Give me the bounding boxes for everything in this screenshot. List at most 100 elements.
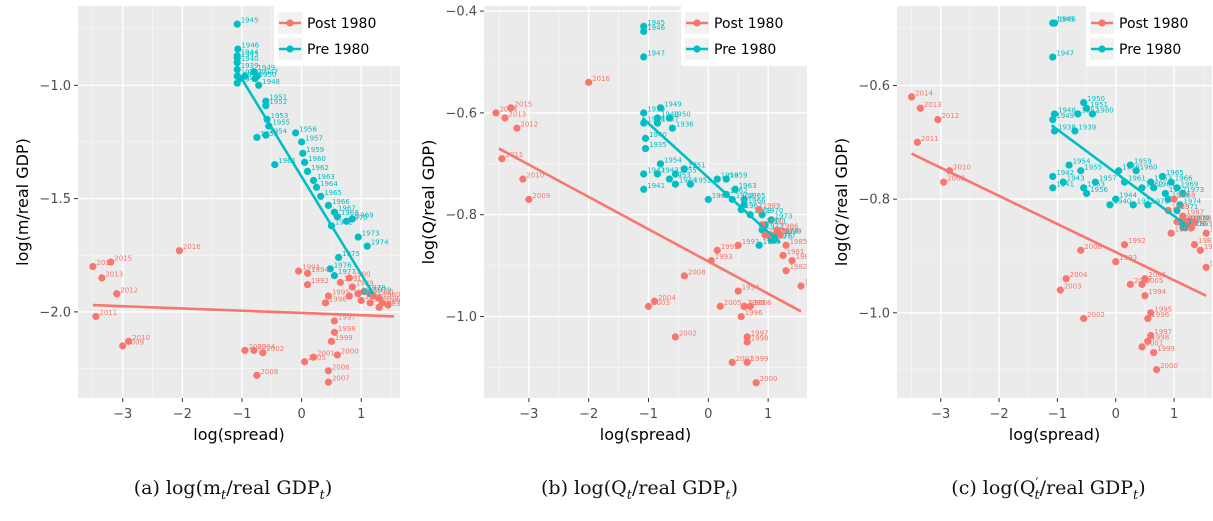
point-label-pre-1980: 1947 bbox=[647, 49, 665, 57]
point-label-pre-1980: 1940 bbox=[649, 131, 667, 139]
point-pre-1980 bbox=[1050, 19, 1059, 27]
point-label-pre-1980: 1976 bbox=[1189, 220, 1207, 228]
fit-line-post-1980 bbox=[92, 303, 395, 318]
point-pre-1980 bbox=[1082, 189, 1091, 198]
point-label-post-1980: 1991 bbox=[742, 238, 760, 246]
legend-label-post-1980: Post 1980 bbox=[1119, 16, 1188, 32]
data-layer: 1945194619441943194019391942194119381937… bbox=[89, 17, 400, 386]
point-label-post-1980: 2011 bbox=[99, 309, 117, 317]
x-tick-label: −2 bbox=[989, 407, 1008, 422]
point-label-pre-1980: 1978 bbox=[368, 284, 386, 292]
point-pre-1980 bbox=[665, 175, 674, 183]
point-label-pre-1980: 1979 bbox=[1192, 214, 1210, 222]
point-label-post-1980: 1988 bbox=[353, 289, 371, 297]
legend-point-pre-1980 bbox=[1098, 45, 1106, 53]
point-label-pre-1980: 1957 bbox=[305, 134, 323, 142]
legend: Post 1980 Pre 1980 bbox=[1086, 6, 1212, 66]
point-post-1980 bbox=[788, 256, 796, 265]
point-label-pre-1980: 1938 bbox=[243, 71, 261, 79]
point-pre-1980 bbox=[713, 175, 721, 183]
point-label-pre-1980: 1943 bbox=[661, 167, 679, 175]
x-tick-label: 1 bbox=[1170, 407, 1178, 422]
caption-rest: /real GDP bbox=[1040, 477, 1134, 499]
point-label-pre-1980: 1960 bbox=[1140, 163, 1158, 171]
point-label-post-1980: 2009 bbox=[126, 338, 144, 346]
point-pre-1980 bbox=[680, 165, 688, 173]
point-post-1980 bbox=[797, 282, 805, 290]
point-label-pre-1980: 1950 bbox=[259, 71, 277, 79]
point-label-post-1980: 1999 bbox=[751, 355, 769, 363]
point-post-1980 bbox=[345, 292, 353, 300]
point-label-pre-1980: 1945 bbox=[647, 19, 665, 27]
point-label-post-1980: 2015 bbox=[114, 255, 132, 263]
x-axis-title: log(spread) bbox=[193, 425, 284, 444]
point-label-post-1980: 1992 bbox=[1128, 237, 1146, 245]
point-label-post-1980: 1983 bbox=[784, 228, 802, 236]
legend-label-post-1980: Post 1980 bbox=[714, 16, 783, 32]
point-post-1980 bbox=[644, 302, 653, 310]
x-tick-label: 1 bbox=[764, 407, 772, 422]
point-label-post-1980: 2016 bbox=[183, 243, 201, 251]
point-label-pre-1980: 1968 bbox=[341, 209, 359, 217]
point-label-pre-1980: 1956 bbox=[299, 125, 317, 133]
point-label-post-1980: 1989 bbox=[763, 202, 781, 210]
x-tick-label: −3 bbox=[519, 407, 538, 422]
point-post-1980 bbox=[680, 272, 688, 280]
point-pre-1980 bbox=[1050, 110, 1059, 118]
point-label-pre-1980: 1946 bbox=[241, 42, 259, 50]
legend-label-pre-1980: Pre 1980 bbox=[1119, 42, 1181, 58]
point-post-1980 bbox=[295, 267, 303, 275]
point-post-1980 bbox=[253, 371, 261, 379]
point-post-1980 bbox=[1080, 314, 1088, 323]
point-label-pre-1980: 1960 bbox=[308, 155, 326, 163]
point-label-post-1980: 2010 bbox=[132, 334, 150, 342]
point-pre-1980 bbox=[1082, 104, 1091, 112]
point-label-pre-1980: 1955 bbox=[679, 167, 697, 175]
point-label-pre-1980: 1974 bbox=[781, 228, 799, 236]
point-label-pre-1980: 1979 bbox=[374, 286, 392, 294]
point-pre-1980 bbox=[1088, 110, 1097, 118]
point-label-post-1980: 2008 bbox=[1084, 243, 1102, 251]
y-tick-label: −0.4 bbox=[445, 5, 477, 20]
point-label-post-1980: 2002 bbox=[1087, 311, 1105, 319]
point-pre-1980 bbox=[255, 81, 263, 89]
point-pre-1980 bbox=[671, 180, 680, 188]
point-label-post-1980: 1994 bbox=[311, 266, 329, 274]
point-post-1980 bbox=[324, 378, 333, 386]
point-post-1980 bbox=[740, 302, 748, 310]
point-label-pre-1980: 1946 bbox=[1058, 16, 1076, 24]
point-post-1980 bbox=[324, 367, 333, 375]
point-pre-1980 bbox=[1059, 178, 1067, 186]
point-label-pre-1980: 1967 bbox=[745, 202, 763, 210]
point-label-post-1980: 1991 bbox=[1175, 226, 1193, 234]
y-tick-label: −1.0 bbox=[445, 310, 477, 325]
point-pre-1980 bbox=[704, 195, 712, 204]
point-post-1980 bbox=[913, 138, 922, 146]
point-pre-1980 bbox=[303, 167, 312, 176]
point-pre-1980 bbox=[640, 53, 648, 61]
point-label-post-1980: 2000 bbox=[760, 375, 778, 383]
point-label-pre-1980: 1972 bbox=[1137, 197, 1155, 205]
point-pre-1980 bbox=[1173, 206, 1181, 215]
point-label-post-1980: 1999 bbox=[1157, 345, 1175, 353]
point-label-pre-1980: 1971 bbox=[769, 217, 787, 225]
point-label-post-1980: 1986 bbox=[1189, 214, 1207, 222]
point-post-1980 bbox=[1144, 337, 1152, 345]
panel-a: −3 −2 −1 0 1 −2.0 −1.5 −1.0 log(spread) log(m/rea… bbox=[0, 0, 404, 517]
point-label-pre-1980: 1947 bbox=[260, 69, 278, 77]
point-label-pre-1980: 1939 bbox=[1078, 123, 1096, 131]
point-pre-1980 bbox=[233, 59, 241, 67]
point-label-pre-1980: 1945 bbox=[1056, 16, 1074, 24]
point-label-pre-1980: 1948 bbox=[1058, 106, 1076, 114]
point-pre-1980 bbox=[1126, 161, 1134, 169]
point-post-1980 bbox=[98, 274, 106, 282]
fit-line-post-1980 bbox=[498, 147, 802, 313]
point-pre-1980 bbox=[1065, 161, 1073, 169]
point-label-pre-1980: 1949 bbox=[664, 100, 682, 108]
point-label-pre-1980: 1950 bbox=[1087, 95, 1105, 103]
caption-sub2: t bbox=[725, 488, 731, 503]
caption: (c) log(Q′ t/real GDPt) bbox=[951, 476, 1145, 503]
point-label-pre-1980: 1943 bbox=[241, 51, 259, 59]
point-post-1980 bbox=[734, 241, 742, 249]
point-pre-1980 bbox=[1091, 178, 1099, 186]
